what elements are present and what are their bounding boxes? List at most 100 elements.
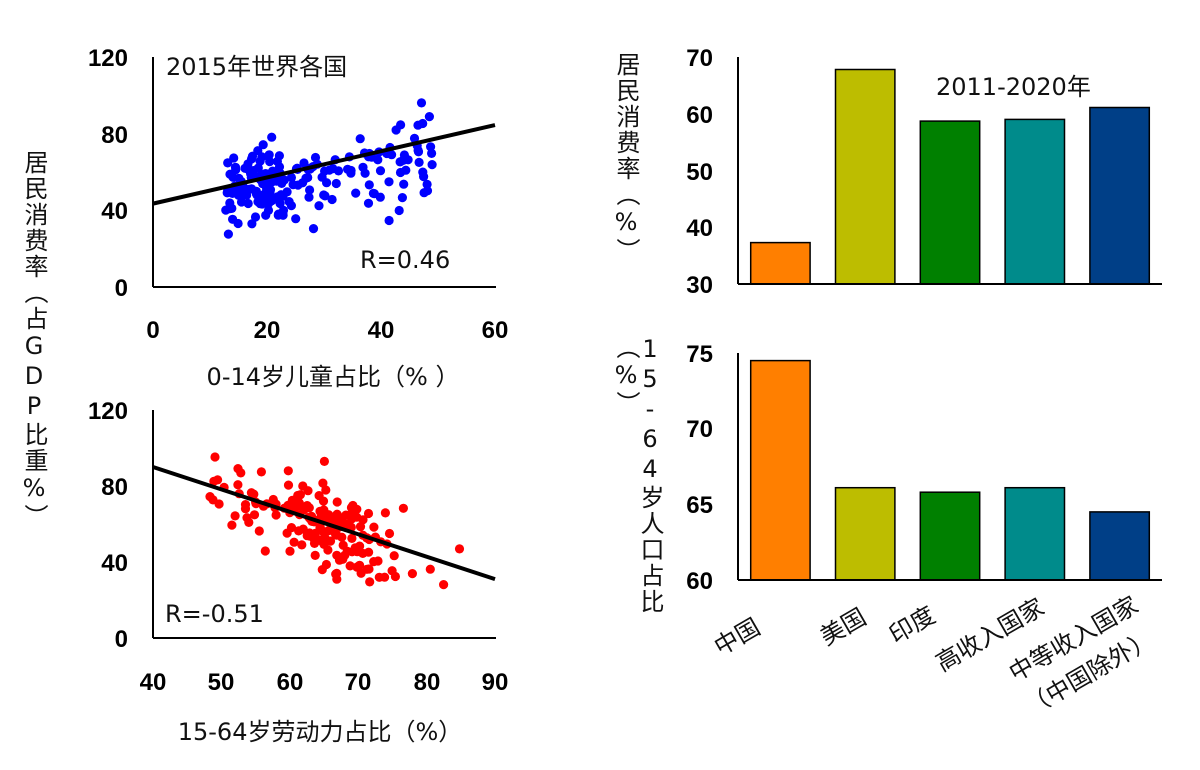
scatter-point (365, 577, 375, 587)
scatter-point (369, 557, 379, 567)
chart-title: 2015年世界各国 (166, 53, 347, 81)
scatter-point (258, 140, 268, 150)
scatter-point (256, 467, 266, 477)
scatter-point (227, 188, 238, 198)
scatter-point (275, 198, 285, 209)
scatter-point (319, 456, 329, 466)
scatter-point (282, 528, 292, 538)
y-ticks: 0 40 80 120 (88, 45, 128, 302)
correlation-annotation: R=-0.51 (165, 600, 264, 628)
scatter-point (424, 112, 434, 122)
left-shared-ylabel: 居民消费率（占GDP比重%） (20, 150, 48, 530)
top-bar-ylabel: 居民消费率（%） (612, 52, 640, 264)
scatter-point (364, 564, 374, 574)
scatter-point (334, 555, 345, 565)
scatter-point (384, 215, 394, 226)
category-label-usa: 美国 (815, 603, 871, 651)
scatter-point (310, 152, 321, 163)
scatter-point (227, 520, 237, 530)
scatter-point (416, 98, 427, 108)
bar (919, 120, 981, 285)
y-tick-label: 75 (686, 341, 713, 368)
y-tick-label: 30 (686, 272, 713, 299)
scatter-point (298, 524, 308, 534)
scatter-point (373, 155, 383, 165)
scatter-point (439, 580, 449, 590)
scatter-point (230, 511, 240, 521)
bar (919, 491, 981, 581)
scatter-point (283, 466, 293, 476)
scatter-point (345, 561, 355, 571)
y-tick-label: 40 (686, 215, 713, 242)
category-label-india: 印度 (884, 601, 940, 649)
category-label-china: 中国 (709, 613, 765, 661)
scatter-point (282, 187, 292, 197)
scatter-point (263, 205, 274, 215)
scatter-point (235, 184, 245, 194)
scatter-chart-labor: 0 40 80 120 40 50 60 70 80 90 R=-0.51 15… (88, 398, 508, 746)
scatter-point (332, 568, 342, 579)
y-ticks: 30 40 50 60 70 (686, 45, 713, 299)
scatter-point (331, 529, 341, 540)
bar-chart-working-age: 60 65 70 75 中国 美国 印度 高收入国家 中等收入国家 （中国除外） (686, 341, 1162, 721)
scatter-point (271, 510, 281, 520)
scatter-point (318, 496, 329, 506)
scatter-point (413, 147, 424, 157)
scatter-point (407, 569, 417, 579)
scatter-point (308, 224, 319, 234)
x-tick-label: 60 (277, 669, 304, 696)
bar (1089, 511, 1151, 581)
bar (1004, 486, 1066, 581)
scatter-point (249, 510, 260, 520)
y-tick-label: 40 (101, 198, 128, 225)
scatter-point (322, 178, 332, 188)
scatter-point (253, 163, 263, 173)
scatter-point (325, 536, 336, 546)
trendline-labor (152, 465, 496, 582)
correlation-annotation: R=0.46 (360, 246, 450, 274)
bar (1004, 118, 1066, 285)
scatter-point (317, 534, 327, 545)
scatter-points-children (221, 98, 437, 239)
scatter-point (234, 173, 244, 183)
y-tick-label: 40 (101, 550, 128, 577)
scatter-point (380, 572, 390, 582)
scatter-point (286, 201, 296, 211)
scatter-point (214, 499, 224, 509)
scatter-point (380, 508, 390, 518)
scatter-point (384, 528, 395, 539)
x-tick-label: 0 (146, 317, 159, 344)
scatter-point (278, 210, 288, 220)
scatter-point (240, 504, 251, 514)
scatter-point (358, 548, 368, 559)
scatter-point (320, 191, 330, 201)
scatter-point (387, 566, 397, 576)
y-tick-label: 65 (686, 492, 713, 519)
scatter-point (369, 522, 379, 532)
bar-chart-consumption: 30 40 50 60 70 2011-2020年 (686, 45, 1162, 299)
bars-working-age (749, 359, 1151, 581)
y-tick-label: 70 (686, 45, 713, 72)
x-tick-label: 90 (482, 669, 509, 696)
scatter-point (321, 559, 331, 570)
bar (749, 241, 811, 285)
scatter-point (387, 150, 397, 160)
x-axis-label: 0-14岁儿童占比（% ） (207, 363, 460, 391)
scatter-point (268, 166, 278, 176)
x-tick-label: 60 (482, 317, 509, 344)
scatter-point (250, 212, 261, 222)
scatter-point (351, 188, 361, 198)
scatter-point (314, 201, 324, 211)
scatter-point (363, 198, 374, 208)
x-tick-label: 70 (345, 669, 372, 696)
y-tick-label: 120 (88, 45, 128, 72)
scatter-point (247, 219, 257, 229)
category-labels: 中国 美国 印度 高收入国家 中等收入国家 （中国除外） (709, 591, 1159, 721)
scatter-point (267, 196, 277, 206)
scatter-point (328, 164, 338, 174)
scatter-point (254, 526, 264, 536)
x-tick-label: 40 (140, 669, 167, 696)
scatter-point (293, 490, 303, 501)
trendline-children (152, 123, 496, 206)
